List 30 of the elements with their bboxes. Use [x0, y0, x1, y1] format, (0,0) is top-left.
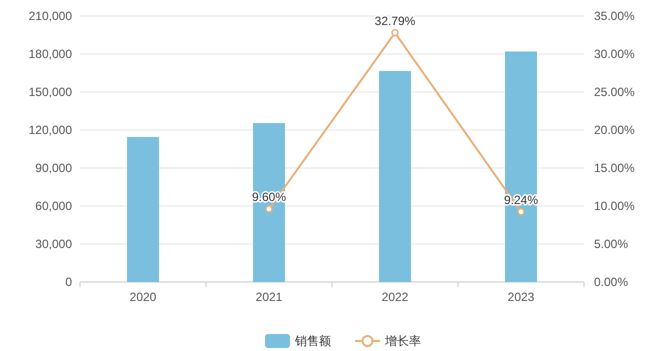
bar: [253, 123, 285, 282]
y-tick-label: 180,000: [28, 47, 72, 61]
y-tick-label: 150,000: [28, 85, 72, 99]
y-tick-label: 60,000: [35, 199, 72, 213]
data-label: 32.79%: [374, 14, 416, 28]
point: [265, 205, 273, 213]
y-tick-label: 210,000: [28, 9, 72, 23]
x-tick-label: 2022: [382, 290, 409, 304]
y-tick-label: 0: [65, 275, 72, 289]
y2-tick-label: 5.00%: [594, 237, 628, 251]
bar: [127, 136, 159, 282]
bar: [505, 51, 537, 282]
y2-tick-label: 15.00%: [594, 161, 636, 175]
legend-label: 增长率: [384, 334, 421, 348]
y2-tick-label: 30.00%: [594, 47, 636, 61]
y-tick-label: 30,000: [35, 237, 72, 251]
legend-label: 销售额: [294, 334, 331, 348]
y2-tick-label: 0.00%: [594, 275, 628, 289]
x-tick-label: 2020: [130, 290, 157, 304]
y2-tick-label: 20.00%: [594, 123, 636, 137]
y2-tick-label: 25.00%: [594, 85, 636, 99]
point: [391, 29, 399, 37]
y2-tick-label: 10.00%: [594, 199, 636, 213]
y-tick-label: 120,000: [28, 123, 72, 137]
point: [517, 208, 525, 216]
x-tick-label: 2023: [508, 290, 535, 304]
y-tick-label: 90,000: [35, 161, 72, 175]
bar: [379, 70, 411, 282]
x-tick-label: 2021: [256, 290, 283, 304]
y2-tick-label: 35.00%: [594, 9, 636, 23]
